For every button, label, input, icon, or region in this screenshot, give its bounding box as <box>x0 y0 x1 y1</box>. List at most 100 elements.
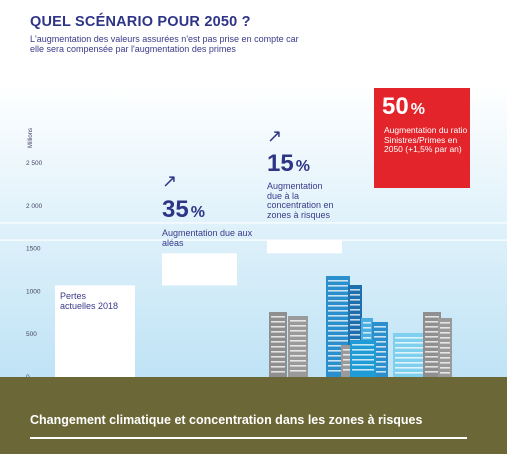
building-windows <box>350 334 360 336</box>
base-bar-label: Pertes actuelles 2018 <box>60 291 119 311</box>
footer-divider <box>30 437 467 439</box>
building-windows <box>350 304 360 306</box>
y-tick-label: 500 <box>26 331 37 338</box>
building-windows <box>271 356 285 358</box>
ground-band <box>0 377 507 454</box>
building-windows <box>374 326 386 328</box>
hazards-percent-sign: % <box>190 204 205 221</box>
building-windows <box>395 352 425 354</box>
building-windows <box>440 337 450 339</box>
building-windows <box>440 362 450 364</box>
building-windows <box>328 330 348 332</box>
building <box>423 312 441 377</box>
building-windows <box>425 361 439 363</box>
ratio-description: Augmentation du ratio Sinistres/Primes e… <box>384 125 468 154</box>
hazards-description: Augmentation due aux aléas <box>162 228 253 248</box>
building-windows <box>440 352 450 354</box>
waterfall-bar <box>55 285 135 377</box>
building-windows <box>440 347 450 349</box>
building-windows <box>395 337 425 339</box>
building-windows <box>290 365 306 367</box>
building-windows <box>290 345 306 347</box>
building-windows <box>425 371 439 373</box>
building-windows <box>328 285 348 287</box>
building-windows <box>425 356 439 358</box>
building-windows <box>290 370 306 372</box>
y-axis-label: Millions <box>28 128 34 148</box>
building-windows <box>395 362 425 364</box>
building-windows <box>374 336 386 338</box>
building-windows <box>440 322 450 324</box>
building-windows <box>328 355 348 357</box>
building-windows <box>363 322 371 324</box>
building-windows <box>363 327 371 329</box>
building-windows <box>374 366 386 368</box>
building-windows <box>290 360 306 362</box>
building-windows <box>271 371 285 373</box>
building-windows <box>352 354 374 356</box>
building-windows <box>271 351 285 353</box>
building-windows <box>328 280 348 282</box>
grid-layer <box>0 222 507 241</box>
building-windows <box>271 336 285 338</box>
building-windows <box>290 325 306 327</box>
subtitle: L'augmentation des valeurs assurées n'es… <box>30 34 299 54</box>
building-windows <box>328 345 348 347</box>
building-windows <box>440 357 450 359</box>
building-windows <box>440 367 450 369</box>
building-windows <box>363 337 371 339</box>
building-windows <box>425 331 439 333</box>
building-windows <box>425 341 439 343</box>
building-windows <box>290 350 306 352</box>
building-windows <box>271 366 285 368</box>
building-windows <box>290 320 306 322</box>
building-windows <box>425 316 439 318</box>
waterfall-bar <box>162 253 237 286</box>
building-windows <box>352 344 374 346</box>
building <box>269 312 287 377</box>
building-windows <box>328 325 348 327</box>
ratio-percent-value: 50 <box>382 93 409 120</box>
building-windows <box>328 320 348 322</box>
concentration-percent-value: 15 <box>267 150 294 177</box>
concentration-description: Augmentation due à la concentration en z… <box>267 181 334 220</box>
building-windows <box>350 314 360 316</box>
building-windows <box>440 332 450 334</box>
building-windows <box>425 346 439 348</box>
building-windows <box>328 335 348 337</box>
building-windows <box>395 367 425 369</box>
building-windows <box>350 319 360 321</box>
y-tick-label: 1000 <box>26 288 41 295</box>
building-windows <box>440 372 450 374</box>
city-buildings-icon <box>269 276 452 377</box>
ratio-percent: 50% <box>382 93 425 121</box>
building-windows <box>328 305 348 307</box>
building-windows <box>290 340 306 342</box>
concentration-percent-sign: % <box>295 158 310 175</box>
building-windows <box>328 290 348 292</box>
building-windows <box>395 357 425 359</box>
building-windows <box>328 350 348 352</box>
building-windows <box>440 342 450 344</box>
building-windows <box>374 341 386 343</box>
hazards-percent: 35% <box>162 196 205 224</box>
building-windows <box>374 361 386 363</box>
building-windows <box>352 359 374 361</box>
page-title: QUEL SCÉNARIO POUR 2050 ? <box>30 14 251 30</box>
building-windows <box>352 369 374 371</box>
building-windows <box>328 295 348 297</box>
ratio-highlight-box: 50% Augmentation du ratio Sinistres/Prim… <box>374 88 470 188</box>
building-windows <box>290 355 306 357</box>
building-windows <box>374 331 386 333</box>
arrow-up-right-icon: ↗ <box>162 171 178 191</box>
building-windows <box>328 365 348 367</box>
building-windows <box>271 321 285 323</box>
building-windows <box>374 346 386 348</box>
building-windows <box>350 309 360 311</box>
building-windows <box>290 330 306 332</box>
building-windows <box>374 351 386 353</box>
building <box>393 333 427 377</box>
building-windows <box>352 349 374 351</box>
